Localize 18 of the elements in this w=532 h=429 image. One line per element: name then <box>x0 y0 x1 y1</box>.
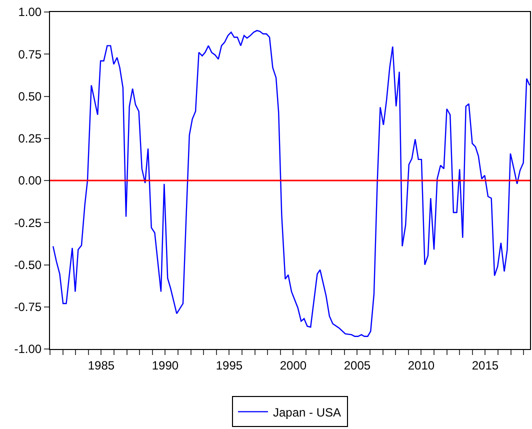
y-tick-label: 0.25 <box>18 132 42 146</box>
x-tick-label: 2010 <box>408 358 435 372</box>
y-tick-label: 1.00 <box>18 5 42 20</box>
y-tick-label: -0.25 <box>14 216 42 230</box>
y-tick-label: 0.50 <box>18 89 42 104</box>
x-tick-label: 2015 <box>472 358 499 372</box>
legend-label: Japan - USA <box>273 405 342 420</box>
x-tick-label: 2005 <box>344 358 371 372</box>
y-tick-label: -1.00 <box>14 342 42 356</box>
y-tick-label: 0.00 <box>18 174 42 188</box>
x-tick-label: 1995 <box>216 358 243 372</box>
y-tick-label: -0.50 <box>14 258 42 272</box>
y-tick-label: -0.75 <box>14 300 42 314</box>
y-tick-label: 0.75 <box>18 47 42 62</box>
x-tick-label: 1985 <box>88 358 115 372</box>
line-series <box>52 30 530 337</box>
x-tick-label: 2000 <box>280 358 307 372</box>
x-tick-label: 1990 <box>152 358 179 372</box>
